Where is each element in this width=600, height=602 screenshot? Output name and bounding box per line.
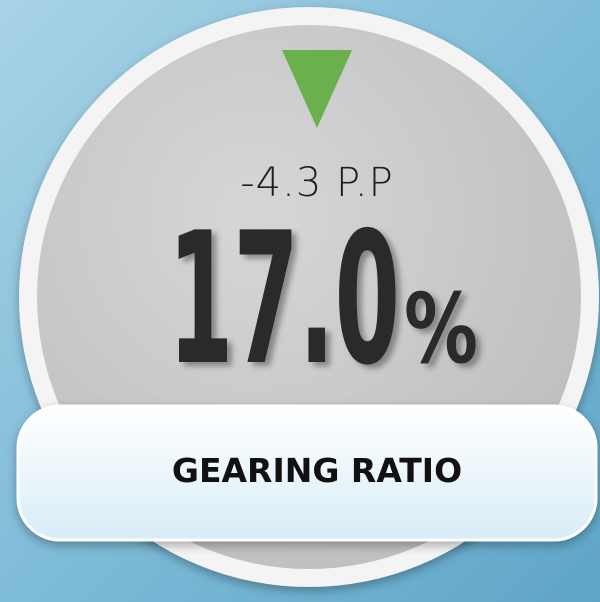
label-banner — [16, 404, 598, 542]
label-text: GEARING RATIO — [172, 451, 462, 490]
unit-text: % — [404, 273, 478, 385]
value-text: 17.0 — [168, 193, 400, 405]
down-arrow — [282, 50, 352, 128]
change-text: -4.3 P.P — [240, 160, 394, 206]
